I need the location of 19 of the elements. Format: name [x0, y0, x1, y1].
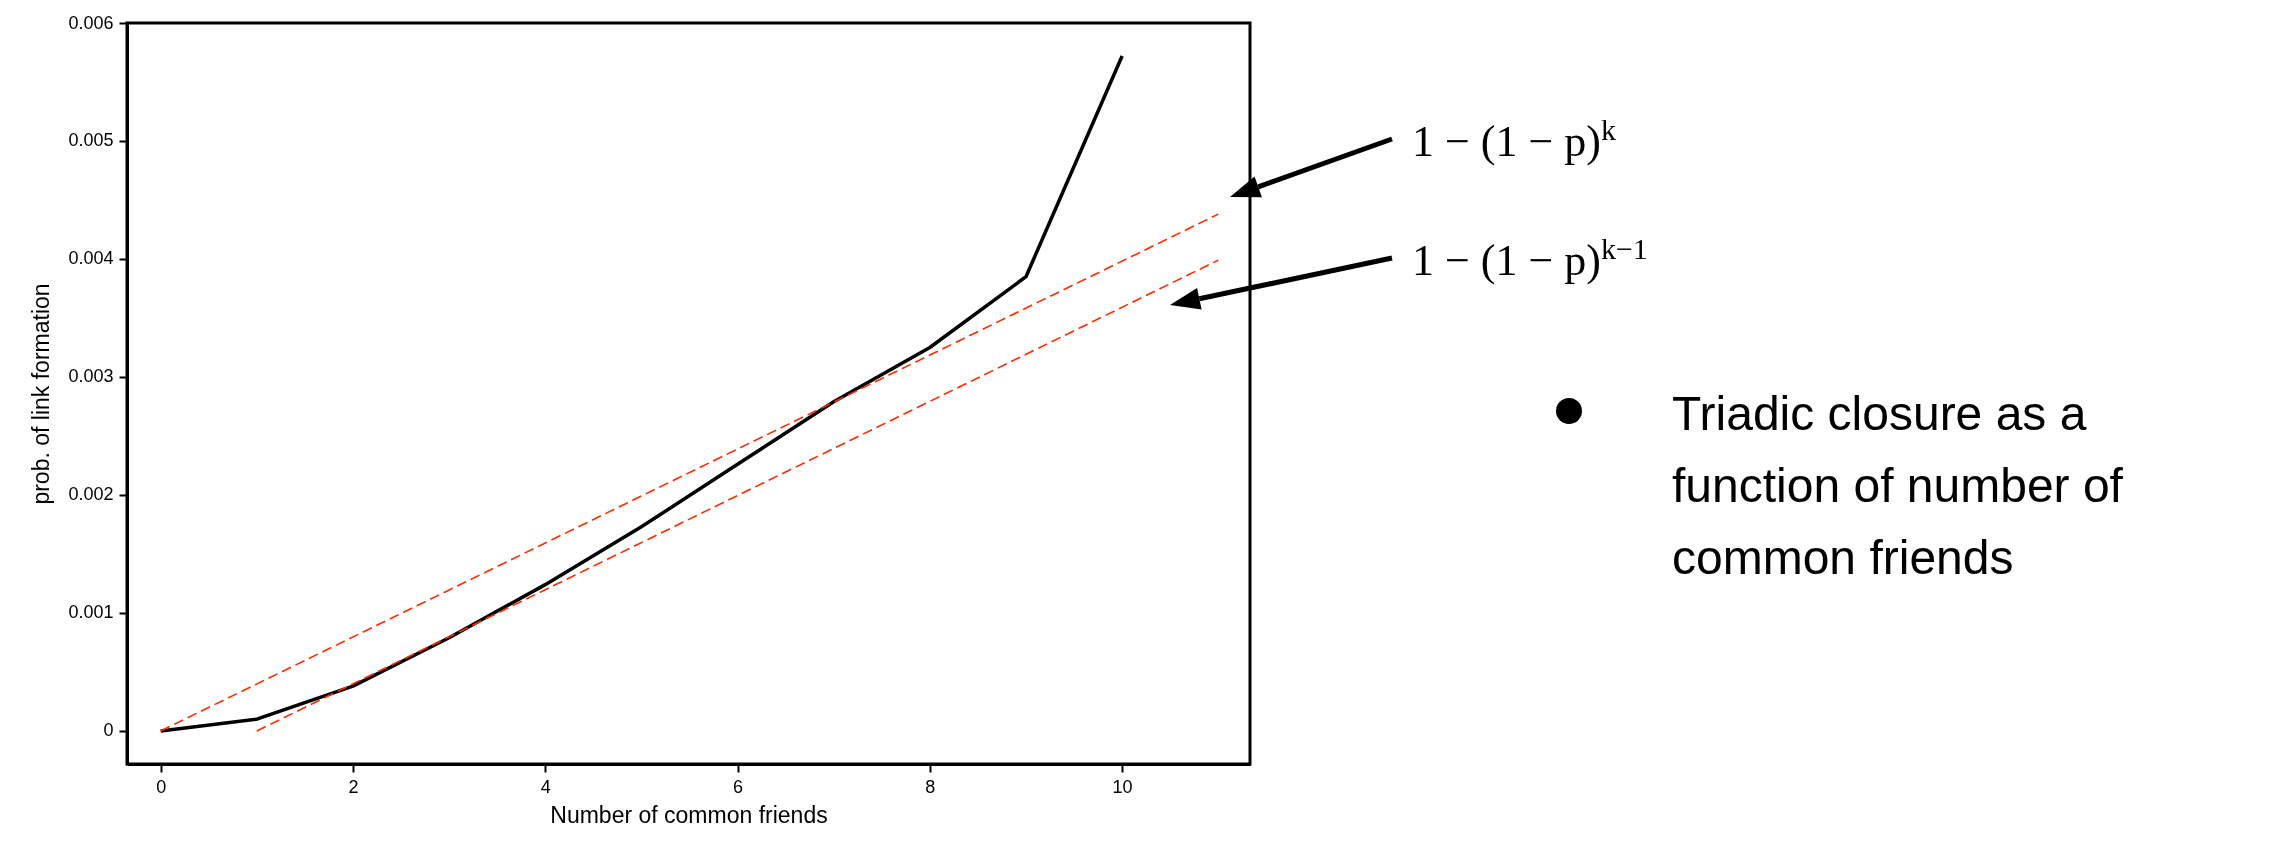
y-tick-label: 0 — [103, 720, 114, 741]
x-tick-label: 6 — [733, 776, 744, 797]
text: Triadic closure as a function of number of common friends — [1672, 386, 2124, 586]
x-tick-label: 0 — [156, 776, 167, 797]
y-tick-label: 0.006 — [68, 12, 114, 33]
line-series — [158, 54, 1124, 733]
y-tick-label: 0.001 — [68, 602, 114, 623]
x-tick-label: 4 — [540, 776, 551, 797]
y-tick-label: 0.004 — [68, 248, 114, 269]
text: 1 − (1 − p)$^{k}$ — [1412, 112, 1616, 166]
x-tick-label: 2 — [348, 776, 359, 797]
y-tick-label: 0.002 — [68, 484, 114, 505]
x-tick-label: 8 — [925, 776, 936, 797]
y-tick-label: 0.005 — [68, 130, 114, 151]
text: 1 − (1 − p)$^{k−1}$ — [1412, 231, 1648, 285]
y-axis-title: prob. of link formation — [28, 283, 55, 505]
x-axis-title: Number of common friends — [550, 801, 828, 828]
x-tick-label: 10 — [1112, 776, 1133, 797]
y-tick-label: 0.003 — [68, 366, 114, 387]
